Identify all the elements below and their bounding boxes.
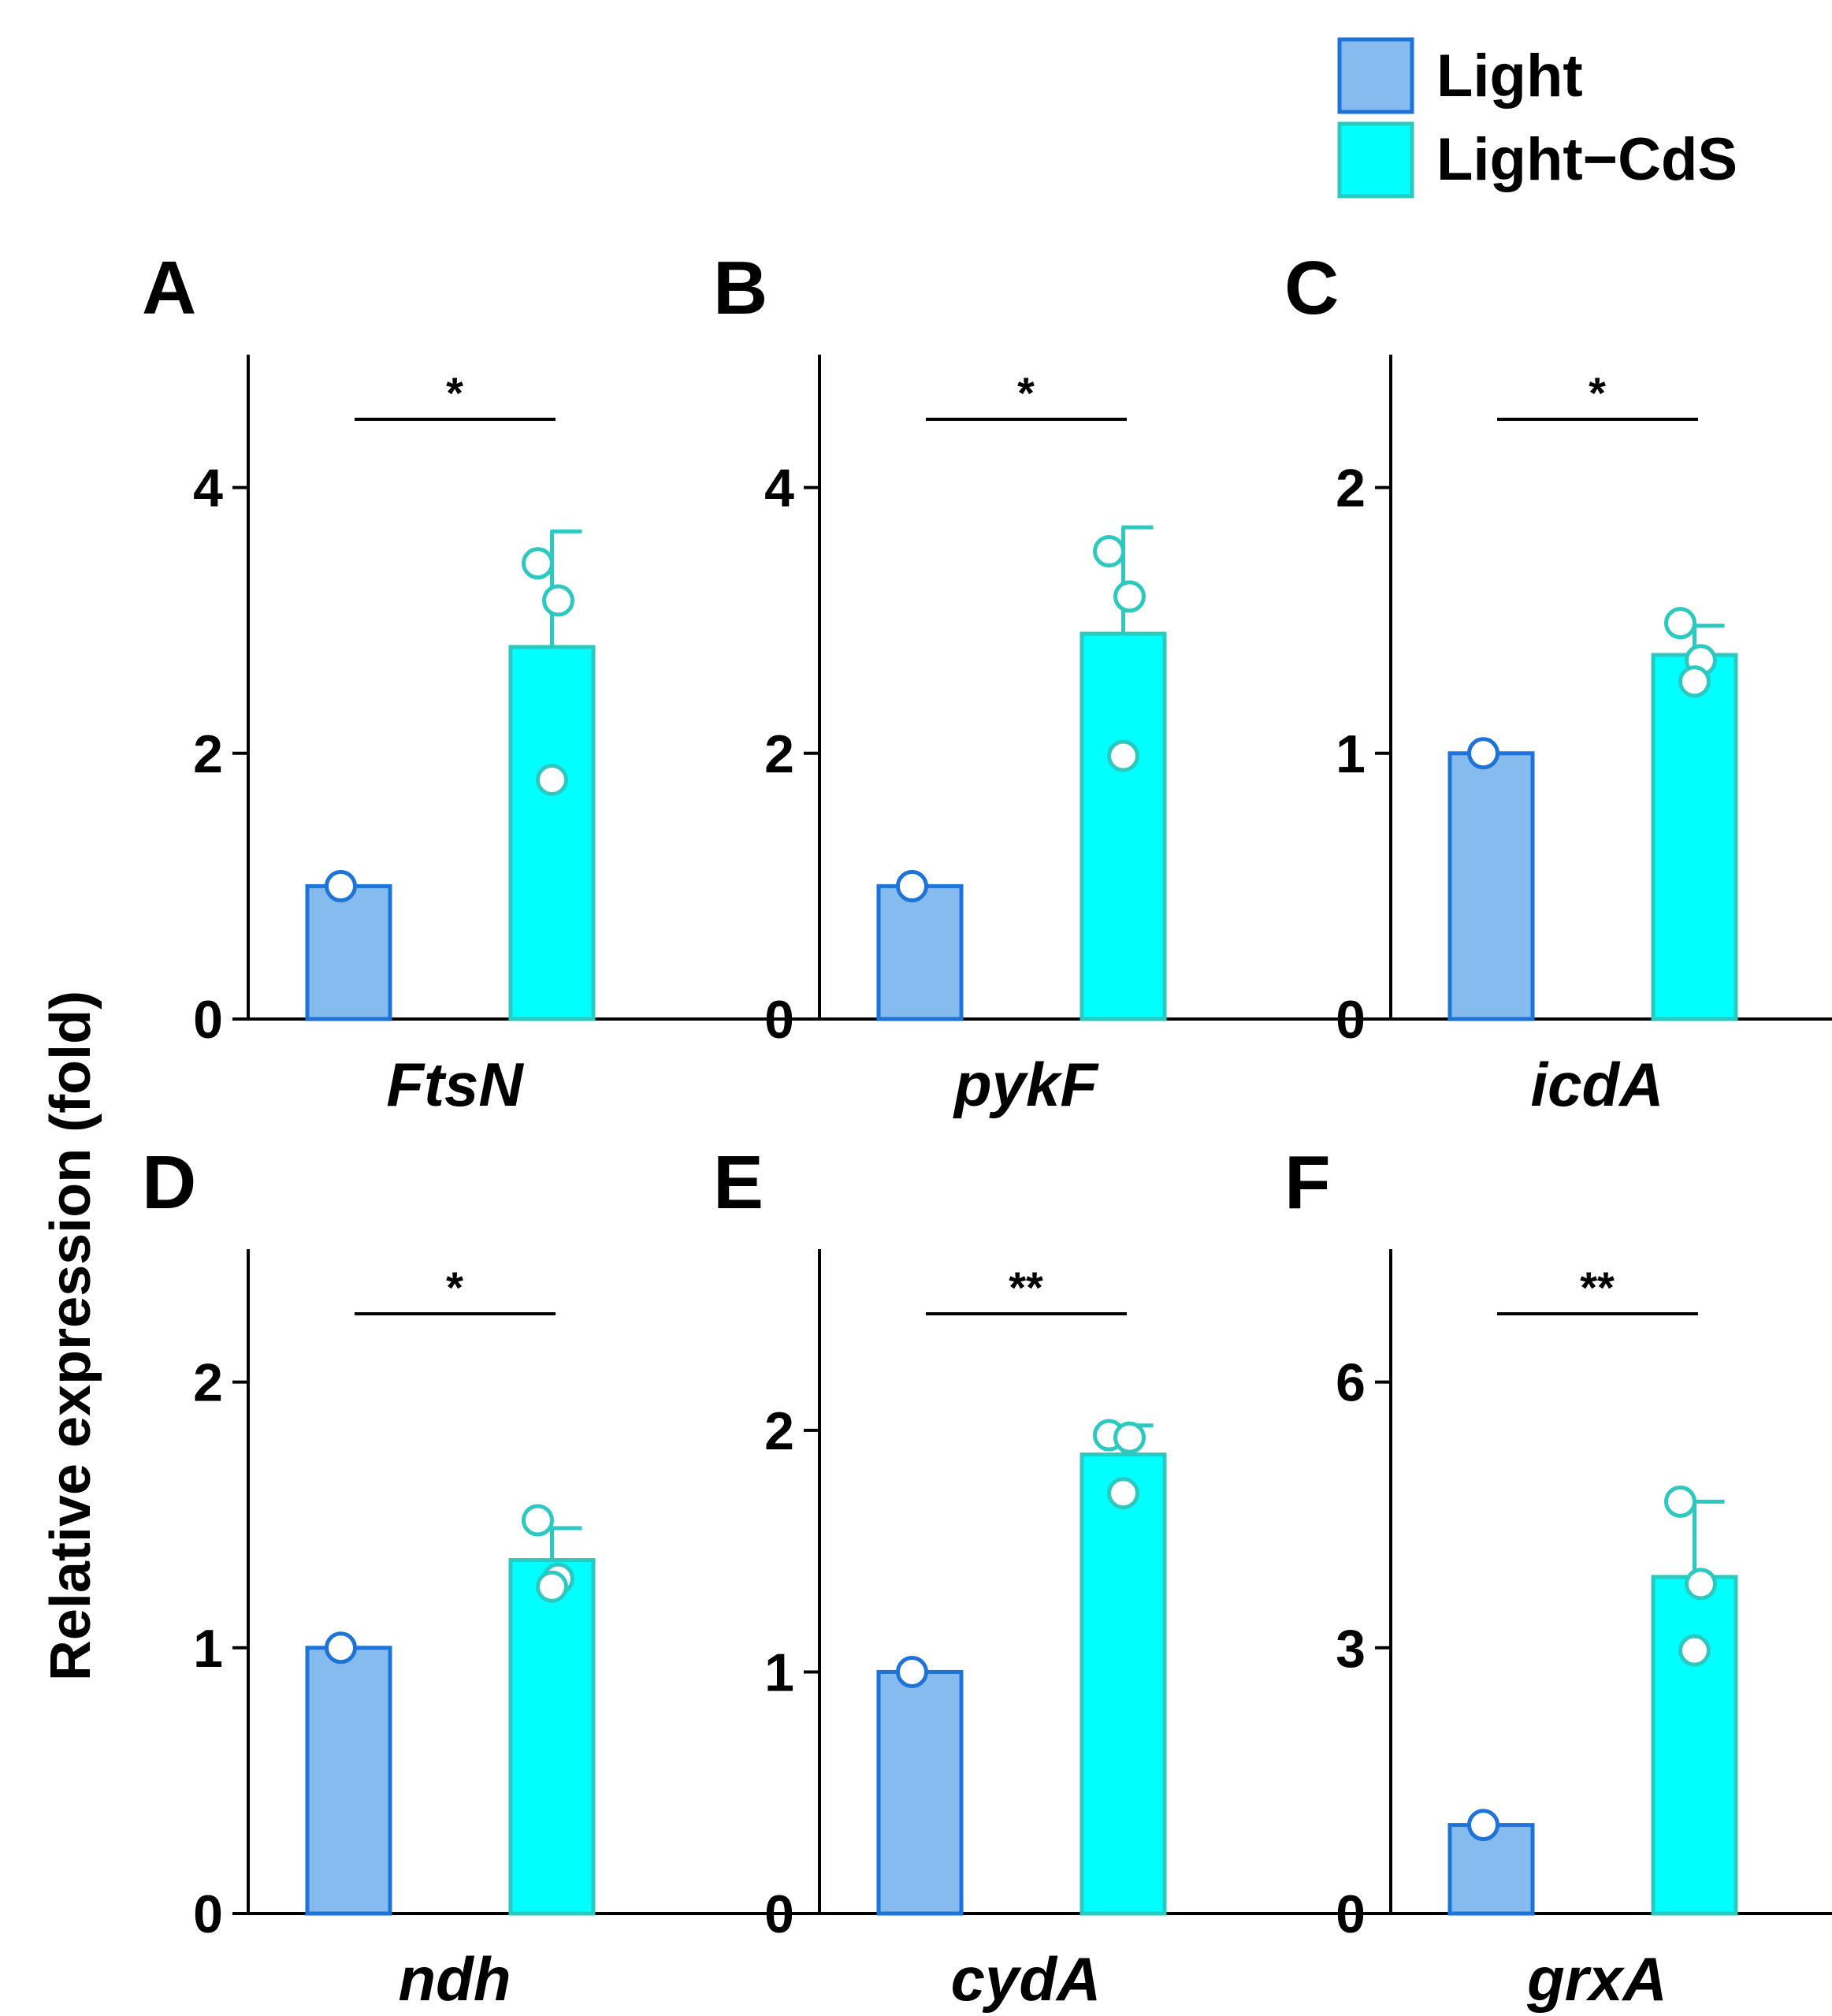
bar-light-cds (1651, 653, 1738, 1021)
y-tick-label: 2 (764, 724, 794, 784)
panel-c: C 0 1 2 * icdA (1284, 246, 1832, 1119)
significance-marker: ** (1580, 1263, 1615, 1312)
panel-letter: A (142, 246, 196, 330)
panel-letter: D (142, 1140, 196, 1225)
data-point (1664, 607, 1696, 640)
data-point (522, 1504, 554, 1537)
bar-light (305, 883, 392, 1021)
y-tick-label: 0 (764, 990, 794, 1050)
data-point (896, 1655, 928, 1688)
data-point (1113, 580, 1146, 613)
significance-marker: * (1017, 368, 1035, 418)
significance-marker: * (446, 368, 463, 418)
data-point (1093, 535, 1125, 568)
y-tick-label: 0 (193, 990, 223, 1050)
panel-letter: E (713, 1140, 764, 1225)
gene-label: grxA (1526, 1944, 1667, 2014)
panel-e: E 0 1 2 ** cydA (713, 1140, 1682, 2014)
data-point (1467, 737, 1499, 770)
panel-letter: C (1284, 246, 1339, 330)
bar-light-cds (1080, 631, 1167, 1021)
bar-light (1447, 1823, 1535, 1916)
y-tick-label: 2 (193, 724, 223, 784)
data-point (1664, 1485, 1696, 1518)
legend: Light Light−CdS (1337, 37, 1737, 199)
data-point (522, 547, 554, 580)
bar-light (876, 883, 964, 1021)
panel-letter: B (713, 246, 767, 330)
panel-d: D 0 1 2 * ndh (142, 1140, 1111, 2014)
data-point (542, 584, 574, 617)
data-point (325, 869, 357, 902)
data-point (1107, 739, 1139, 772)
gene-label: FtsN (386, 1050, 524, 1119)
data-point (1113, 1421, 1146, 1454)
y-tick-label: 1 (1336, 724, 1366, 784)
gene-label: pykF (953, 1050, 1099, 1119)
data-point (1678, 1634, 1711, 1667)
y-tick-label: 6 (1336, 1353, 1366, 1413)
bar-light-cds (1651, 1575, 1738, 1916)
y-tick-label: 1 (764, 1642, 794, 1702)
gene-label: ndh (399, 1944, 511, 2014)
bar-light (305, 1646, 392, 1916)
y-tick-label: 4 (764, 459, 794, 519)
data-point (1467, 1809, 1499, 1842)
panels: A 0 2 4 * FtsN B 0 2 4 * pykF C 0 1 2 * icdA D 0 1 2 * ndh E 0 1 2 *… (142, 246, 1832, 2014)
panel-a: A 0 2 4 * FtsN (142, 246, 1111, 1119)
gene-label: icdA (1530, 1050, 1663, 1119)
data-point (536, 764, 568, 797)
data-point (896, 869, 928, 902)
data-point (1107, 1477, 1139, 1510)
bar-light-cds (508, 1558, 596, 1916)
y-tick-label: 0 (764, 1884, 794, 1944)
gene-label: cydA (951, 1944, 1102, 2014)
y-tick-label: 0 (1336, 1884, 1366, 1944)
bar-light-cds (1080, 1452, 1167, 1916)
data-point (1685, 1568, 1717, 1601)
panel-f: F 0 3 6 ** grxA (1284, 1140, 1832, 2014)
y-axis-label: Relative expression (fold) (39, 991, 102, 1681)
significance-marker: ** (1009, 1263, 1043, 1312)
bar-light (876, 1669, 964, 1916)
panel-b: B 0 2 4 * pykF (713, 246, 1682, 1119)
y-tick-label: 3 (1336, 1619, 1366, 1679)
y-tick-label: 4 (193, 459, 223, 519)
y-tick-label: 2 (764, 1401, 794, 1461)
legend-label-light: Light (1436, 43, 1583, 110)
bar-light (1447, 751, 1535, 1021)
significance-marker: * (1589, 368, 1606, 418)
data-point (325, 1631, 357, 1665)
legend-swatch-light (1337, 37, 1414, 114)
data-point (1678, 665, 1711, 698)
data-point (536, 1570, 568, 1603)
y-tick-label: 0 (1336, 990, 1366, 1050)
y-tick-label: 0 (193, 1884, 223, 1944)
y-tick-label: 2 (193, 1353, 223, 1413)
y-tick-label: 1 (193, 1619, 223, 1679)
significance-marker: * (446, 1263, 463, 1312)
legend-swatch-light-cds (1337, 121, 1414, 199)
legend-label-light-cds: Light−CdS (1436, 126, 1737, 193)
y-tick-label: 2 (1336, 459, 1366, 519)
bar-light-cds (508, 645, 596, 1021)
panel-letter: F (1284, 1140, 1331, 1225)
